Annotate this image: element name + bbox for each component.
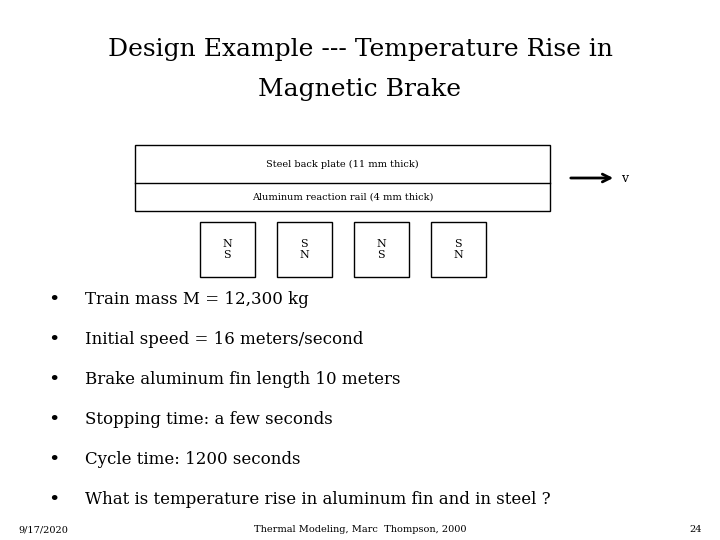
Text: •: •: [48, 411, 59, 429]
Text: Design Example --- Temperature Rise in: Design Example --- Temperature Rise in: [107, 38, 613, 61]
Text: •: •: [48, 331, 59, 349]
Bar: [135, 145, 550, 211]
Text: 24: 24: [690, 525, 702, 535]
Text: Aluminum reaction rail (4 mm thick): Aluminum reaction rail (4 mm thick): [252, 192, 433, 201]
Text: Stopping time: a few seconds: Stopping time: a few seconds: [85, 411, 333, 429]
Bar: [354, 222, 408, 277]
Text: Cycle time: 1200 seconds: Cycle time: 1200 seconds: [85, 451, 300, 469]
Bar: [199, 222, 254, 277]
Text: •: •: [48, 371, 59, 389]
Text: Thermal Modeling, Marc  Thompson, 2000: Thermal Modeling, Marc Thompson, 2000: [253, 525, 467, 535]
Text: S
N: S N: [453, 239, 463, 260]
Text: Magnetic Brake: Magnetic Brake: [258, 78, 462, 101]
Text: •: •: [48, 451, 59, 469]
Text: •: •: [48, 491, 59, 509]
Bar: [276, 222, 331, 277]
Text: •: •: [48, 291, 59, 309]
Text: N
S: N S: [376, 239, 386, 260]
Text: S
N: S N: [299, 239, 309, 260]
Text: Steel back plate (11 mm thick): Steel back plate (11 mm thick): [266, 159, 419, 168]
Text: Brake aluminum fin length 10 meters: Brake aluminum fin length 10 meters: [85, 372, 400, 388]
Text: What is temperature rise in aluminum fin and in steel ?: What is temperature rise in aluminum fin…: [85, 491, 551, 509]
Text: 9/17/2020: 9/17/2020: [18, 525, 68, 535]
Text: Train mass M = 12,300 kg: Train mass M = 12,300 kg: [85, 292, 309, 308]
Text: N
S: N S: [222, 239, 232, 260]
Text: v: v: [621, 172, 628, 185]
Text: Initial speed = 16 meters/second: Initial speed = 16 meters/second: [85, 332, 364, 348]
Bar: [431, 222, 485, 277]
